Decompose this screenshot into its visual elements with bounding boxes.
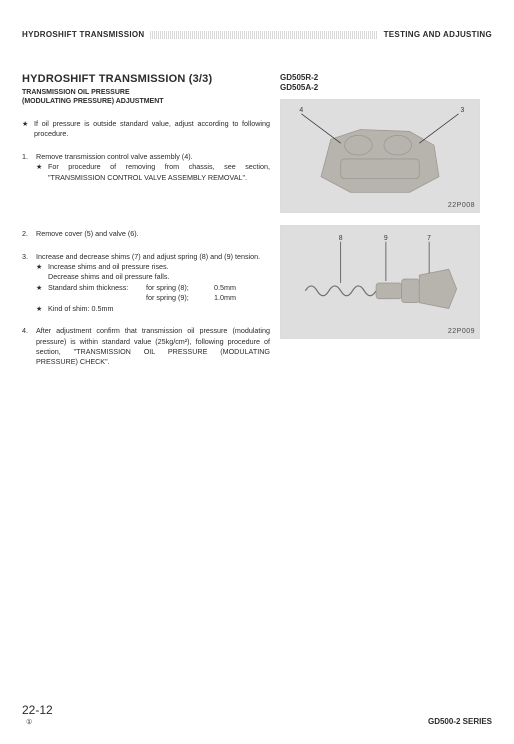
svg-text:8: 8 — [339, 235, 343, 242]
model-list: GD505R-2 GD505A-2 — [280, 73, 480, 93]
shim-r2c1: for spring (9); — [146, 293, 208, 303]
step-4: 4. After adjustment confirm that transmi… — [22, 326, 270, 368]
figure-2-label: 22P009 — [448, 328, 475, 335]
header-left: HYDROSHIFT TRANSMISSION — [22, 30, 144, 39]
step-1-text: Remove transmission control valve assemb… — [36, 152, 270, 162]
model-b: GD505A-2 — [280, 83, 480, 93]
page-header: HYDROSHIFT TRANSMISSION TESTING AND ADJU… — [22, 30, 492, 39]
model-a: GD505R-2 — [280, 73, 480, 83]
star-marker: ★ — [36, 262, 48, 283]
figure-2: 8 9 7 22P009 — [280, 225, 480, 339]
step-1-note: For procedure of removing from chassis, … — [48, 162, 270, 183]
svg-text:3: 3 — [461, 107, 465, 114]
step-2: 2. Remove cover (5) and valve (6). — [22, 229, 270, 239]
figure-1: 4 3 22P008 — [280, 99, 480, 213]
figure-1-label: 22P008 — [448, 202, 475, 209]
intro-text: If oil pressure is outside standard valu… — [34, 119, 270, 140]
step-3-text: Increase and decrease shims (7) and adju… — [36, 252, 270, 262]
page-number: 22-12 — [22, 703, 53, 717]
svg-text:9: 9 — [384, 235, 388, 242]
star-marker: ★ — [36, 283, 48, 304]
page-footer: 22-12 ① GD500-2 SERIES — [22, 703, 492, 726]
step-3-note-b: Decrease shims and oil pressure falls. — [48, 272, 270, 282]
step-3-kind: Kind of shim: 0.5mm — [48, 304, 270, 314]
step-number: 2. — [22, 229, 36, 239]
step-3-note-a: Increase shims and oil pressure rises. — [48, 262, 270, 272]
step-4-text: After adjustment confirm that transmissi… — [36, 326, 270, 368]
step-number: 3. — [22, 252, 36, 262]
shim-label: Standard shim thickness: — [48, 283, 146, 304]
step-3: 3. Increase and decrease shims (7) and a… — [22, 252, 270, 315]
footer-series: GD500-2 SERIES — [428, 717, 492, 726]
star-marker: ★ — [36, 162, 48, 183]
shim-r1c2: 0.5mm — [208, 283, 238, 293]
step-number: 4. — [22, 326, 36, 368]
section-title: HYDROSHIFT TRANSMISSION (3/3) — [22, 73, 270, 85]
star-marker: ★ — [36, 304, 48, 314]
svg-text:7: 7 — [427, 235, 431, 242]
star-marker: ★ — [22, 119, 34, 140]
shim-table: for spring (8); 0.5mm for spring (9); 1.… — [146, 283, 238, 304]
section-subtitle: TRANSMISSION OIL PRESSURE (MODULATING PR… — [22, 88, 270, 107]
step-number: 1. — [22, 152, 36, 162]
header-rule — [150, 31, 377, 39]
shim-r2c2: 1.0mm — [208, 293, 238, 303]
header-right: TESTING AND ADJUSTING — [384, 30, 492, 39]
step-2-text: Remove cover (5) and valve (6). — [36, 229, 270, 239]
shim-r1c1: for spring (8); — [146, 283, 208, 293]
step-1: 1. Remove transmission control valve ass… — [22, 152, 270, 183]
intro-note: ★ If oil pressure is outside standard va… — [22, 119, 270, 140]
svg-text:4: 4 — [299, 107, 303, 114]
subtitle-line-2: (MODULATING PRESSURE) ADJUSTMENT — [22, 97, 270, 106]
left-column: HYDROSHIFT TRANSMISSION (3/3) TRANSMISSI… — [22, 73, 280, 368]
right-column: GD505R-2 GD505A-2 4 — [280, 73, 480, 368]
subtitle-line-1: TRANSMISSION OIL PRESSURE — [22, 88, 270, 97]
footer-circ: ① — [26, 718, 53, 726]
footer-left: 22-12 ① — [22, 703, 53, 726]
